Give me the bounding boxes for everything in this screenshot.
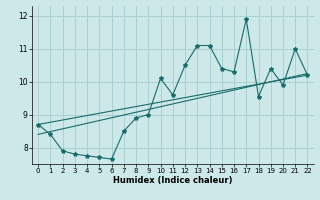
X-axis label: Humidex (Indice chaleur): Humidex (Indice chaleur): [113, 176, 233, 185]
